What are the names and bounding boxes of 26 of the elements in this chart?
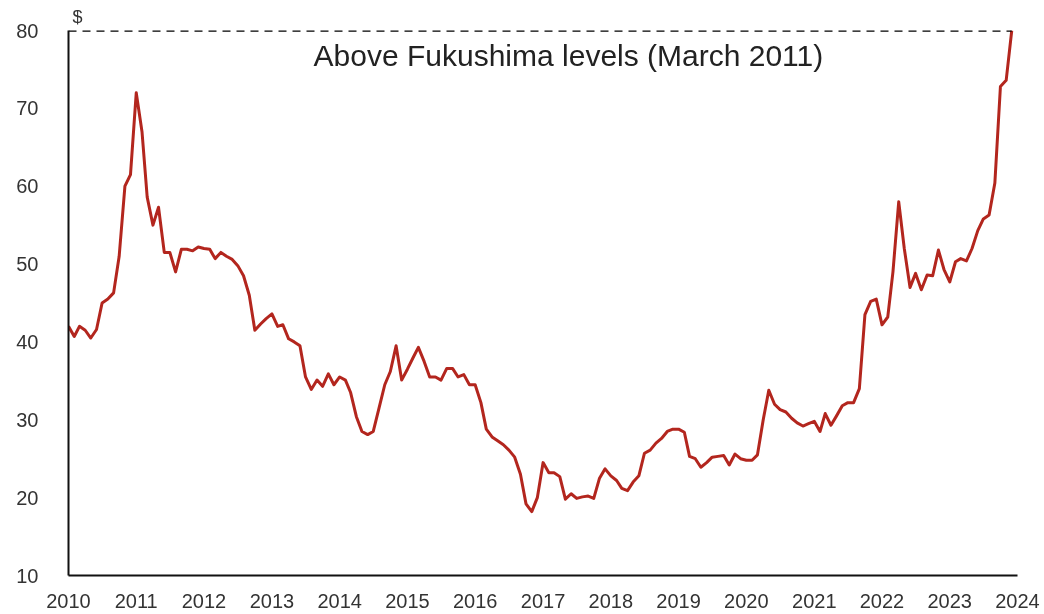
x-tick-label: 2022 [859,589,905,612]
x-tick-label: 2016 [452,589,498,612]
ref-line-label: Above Fukushima levels (March 2011) [313,38,824,72]
y-tick-label: 60 [16,175,39,198]
x-tick-label: 2015 [385,589,430,612]
x-tick-label: 2018 [588,589,634,612]
y-axis-title: $ [72,6,83,27]
line-series [68,30,1014,514]
y-tick-label: 80 [16,19,39,42]
x-tick-label: 2021 [792,589,837,612]
y-tick-label: 70 [16,97,39,120]
x-tick-label: 2014 [317,589,362,612]
y-tick-label: 40 [16,330,39,353]
x-tick-label: 2017 [520,589,566,612]
x-tick-label: 2020 [724,589,769,612]
y-tick-label: 20 [16,486,39,509]
x-tick-label: 2013 [249,589,295,612]
x-tick-label: 2024 [995,589,1040,612]
x-tick-label: 2019 [656,589,701,612]
y-tick-label: 30 [16,408,39,431]
x-tick-label: 2023 [927,589,973,612]
x-tick-label: 2012 [181,589,227,612]
y-tick-label: 10 [16,564,39,587]
x-tick-label: 2011 [114,589,158,612]
x-tick-label: 2010 [46,589,91,612]
y-tick-label: 50 [16,253,39,276]
